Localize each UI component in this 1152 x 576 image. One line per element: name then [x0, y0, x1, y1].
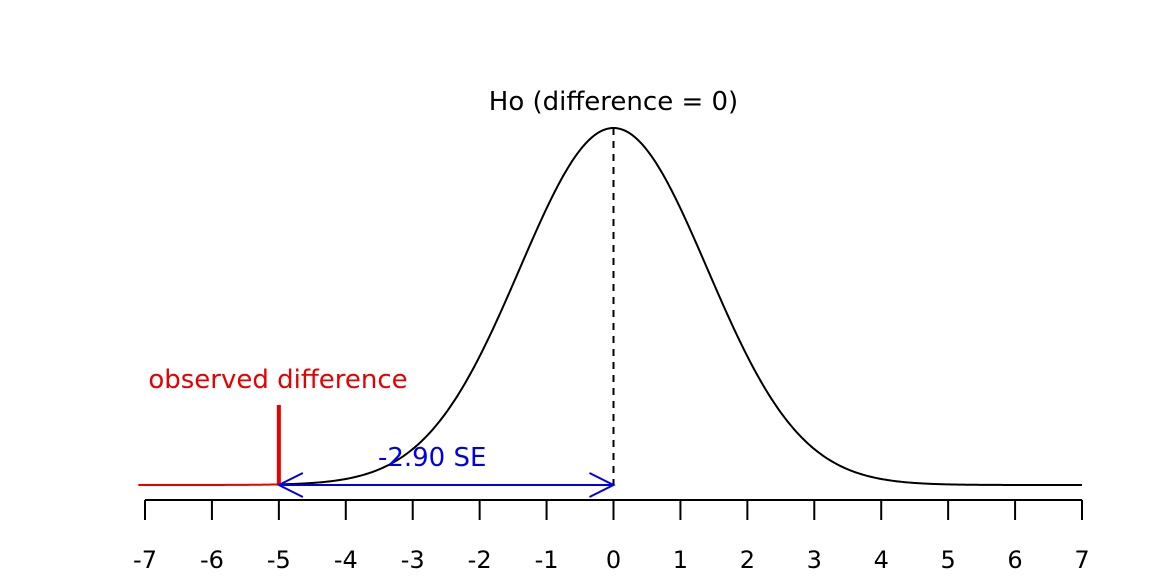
- x-tick-label: 4: [874, 546, 889, 574]
- x-tick-label: 3: [807, 546, 822, 574]
- x-tick-label: 2: [740, 546, 755, 574]
- distance-arrow-head-right: [589, 472, 616, 498]
- x-tick-label: -7: [133, 546, 157, 574]
- x-tick-label: 1: [673, 546, 688, 574]
- observed-tail-segment: [138, 483, 279, 486]
- observed-difference-label: observed difference: [148, 365, 407, 395]
- null-distribution-curve: [278, 126, 1082, 486]
- null-hypothesis-label: Ho (difference = 0): [489, 87, 738, 117]
- x-tick-label: -1: [535, 546, 559, 574]
- x-tick-label: -3: [401, 546, 425, 574]
- x-axis-ticks: -7 -6 -5 -4 -3 -2 -1 0 1 2 3 4 5 6 7: [133, 500, 1090, 574]
- x-tick-label: 5: [941, 546, 956, 574]
- x-tick-label: -6: [200, 546, 224, 574]
- x-tick-label: -4: [334, 546, 358, 574]
- distance-arrow-head-left: [276, 472, 304, 498]
- x-tick-label: 7: [1074, 546, 1089, 574]
- x-tick-label: -2: [468, 546, 492, 574]
- distance-arrow-label: -2.90 SE: [378, 443, 486, 473]
- x-tick-label: -5: [267, 546, 291, 574]
- x-tick-label: 6: [1007, 546, 1022, 574]
- x-tick-label: 0: [606, 546, 621, 574]
